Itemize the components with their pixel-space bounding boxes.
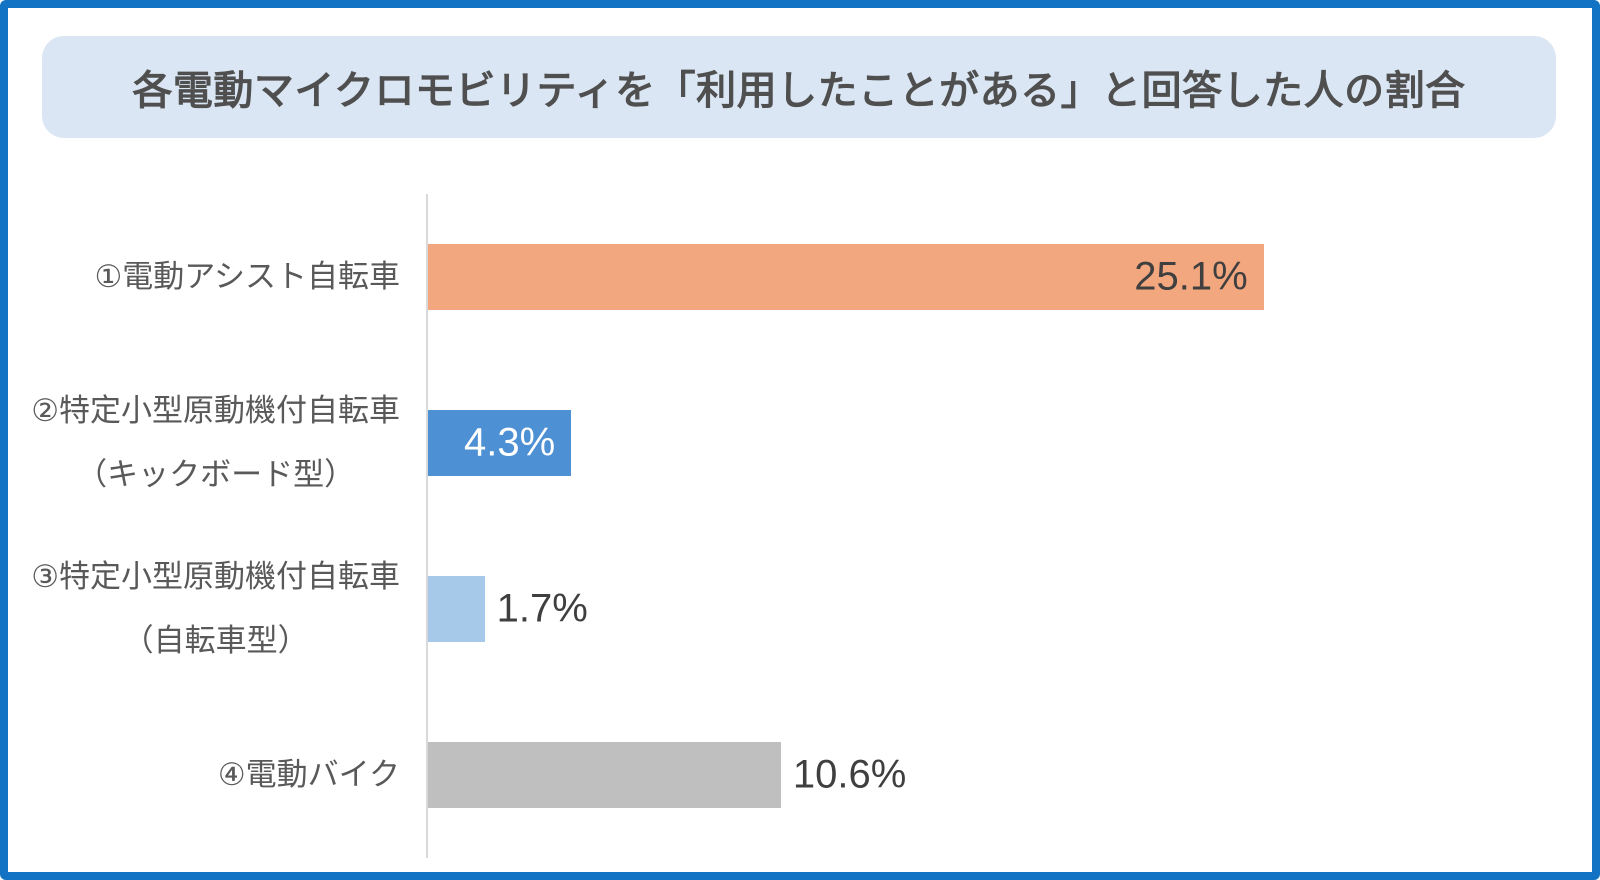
chart-row-bicycle-type: 1.7% <box>428 526 1560 692</box>
category-line: ③特定小型原動機付自転車 <box>31 559 400 595</box>
value-label-kickboard-type: 4.3% <box>463 420 556 465</box>
chart-title: 各電動マイクロモビリティを「利用したことがある」と回答した人の割合 <box>132 69 1466 113</box>
y-axis-line <box>426 194 428 858</box>
bar-bicycle-type <box>428 576 485 642</box>
category-line: ④電動バイク <box>217 757 400 793</box>
category-label-text: ④電動バイク <box>218 743 400 807</box>
bar-kickboard-type <box>428 410 572 476</box>
category-label-electric-bike: ④電動バイク <box>8 692 400 858</box>
chart-row-electric-assist-bicycle: 25.1% <box>428 194 1560 360</box>
bar-electric-assist-bicycle <box>428 244 1264 310</box>
category-label-text: ①電動アシスト自転車 <box>94 245 400 309</box>
category-line: （自転車型） <box>122 623 309 658</box>
category-label-electric-assist-bicycle: ①電動アシスト自転車 <box>8 194 400 360</box>
category-label-text: ③特定小型原動機付自転車 （自転車型） <box>31 545 400 672</box>
plot-area: 25.1% 4.3% 1.7% 10.6% <box>426 194 1560 858</box>
category-line: ①電動アシスト自転車 <box>94 259 400 295</box>
chart-row-electric-bike: 10.6% <box>428 692 1560 858</box>
category-axis-labels: ①電動アシスト自転車 ②特定小型原動機付自転車 （キックボード型） ③特定小型原… <box>8 194 400 858</box>
category-label-bicycle-type: ③特定小型原動機付自転車 （自転車型） <box>8 526 400 692</box>
value-label-electric-bike: 10.6% <box>792 752 907 797</box>
category-line: （キックボード型） <box>76 457 356 492</box>
category-label-kickboard-type: ②特定小型原動機付自転車 （キックボード型） <box>8 360 400 526</box>
chart-title-banner: 各電動マイクロモビリティを「利用したことがある」と回答した人の割合 <box>42 36 1556 138</box>
bar-electric-bike <box>428 742 781 808</box>
category-label-text: ②特定小型原動機付自転車 （キックボード型） <box>31 379 400 506</box>
chart-row-kickboard-type: 4.3% <box>428 360 1560 526</box>
value-label-bicycle-type: 1.7% <box>496 586 588 631</box>
value-label-electric-assist-bicycle: 25.1% <box>1134 254 1248 299</box>
category-line: ②特定小型原動機付自転車 <box>31 393 400 429</box>
